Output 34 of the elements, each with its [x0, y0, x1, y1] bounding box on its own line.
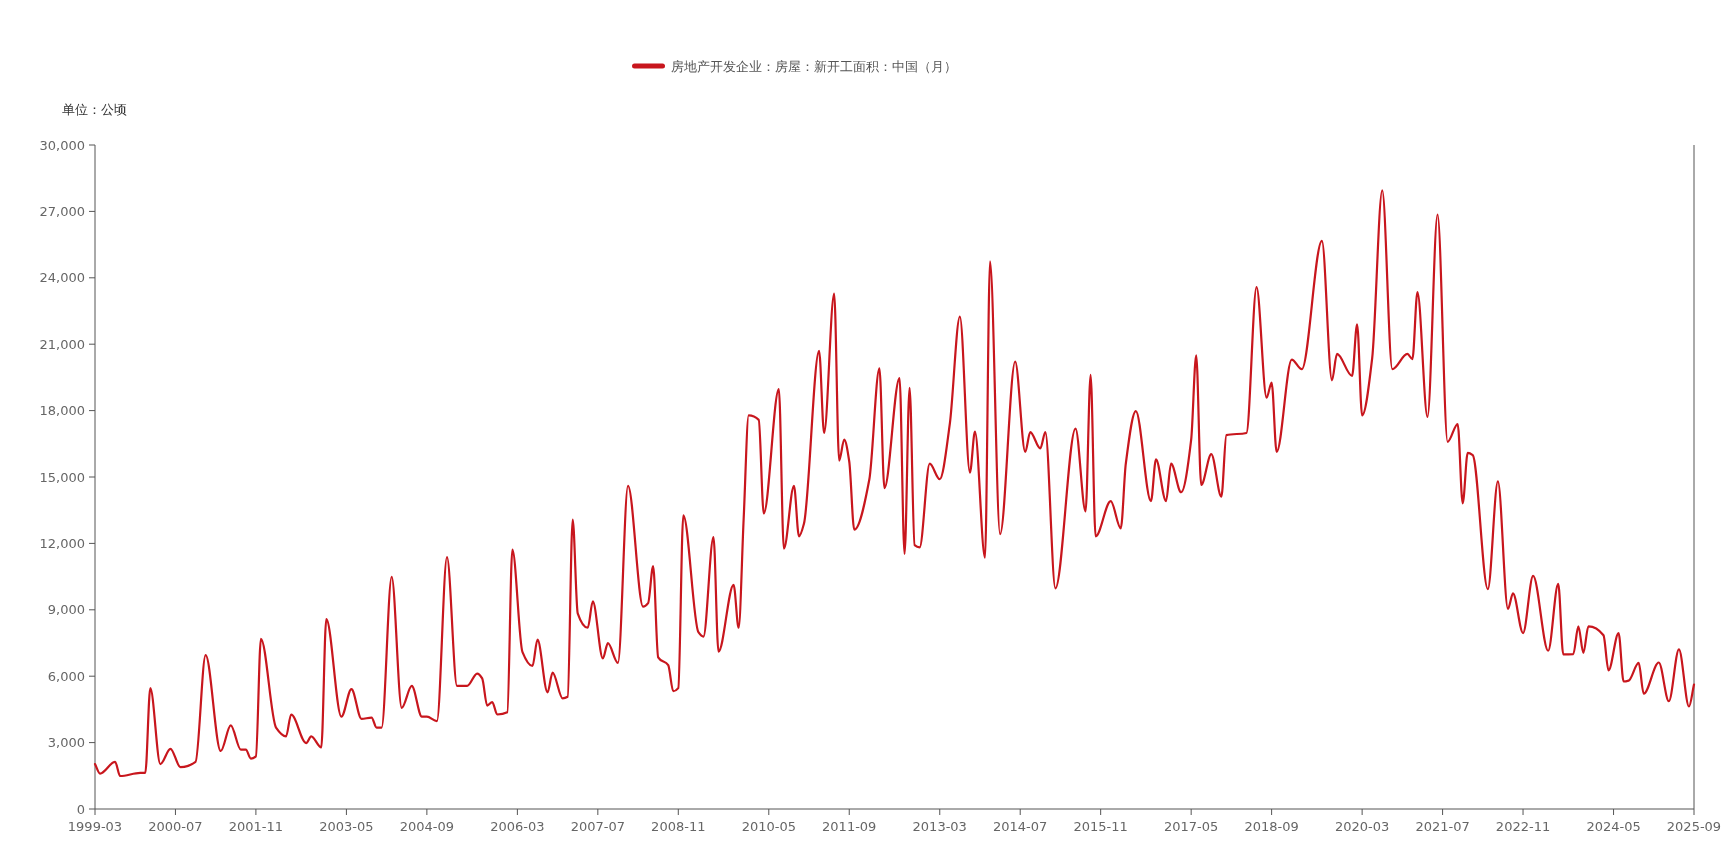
x-tick-label: 2015-11 [1073, 819, 1128, 834]
y-tick-label: 15,000 [39, 469, 85, 485]
y-tick-label: 27,000 [39, 203, 85, 219]
y-tick-label: 0 [76, 801, 85, 817]
line-series [93, 189, 1696, 778]
legend-label: 房地产开发企业：房屋：新开工面积：中国（月） [670, 59, 957, 74]
x-tick-label: 2006-03 [490, 819, 545, 834]
y-tick-label: 3,000 [47, 735, 85, 751]
x-tick-label: 2013-03 [912, 819, 967, 834]
y-axis-title: 单位：公顷 [62, 102, 127, 117]
x-tick-label: 2000-07 [148, 819, 203, 834]
y-tick-label: 9,000 [47, 602, 85, 618]
x-tick-label: 2021-07 [1415, 819, 1470, 834]
x-tick-label: 2010-05 [741, 819, 796, 834]
y-tick-label: 18,000 [39, 403, 85, 419]
x-tick-label: 2003-05 [319, 819, 374, 834]
y-tick-label: 30,000 [39, 137, 85, 153]
x-tick-label: 2025-09 [1666, 819, 1722, 834]
x-tick-label: 2020-03 [1334, 819, 1390, 834]
x-tick-label: 2022-11 [1495, 819, 1551, 834]
x-tick-label: 2004-09 [399, 819, 455, 834]
x-tick-label: 2008-11 [651, 819, 706, 834]
y-tick-label: 12,000 [39, 535, 85, 551]
y-tick-label: 21,000 [39, 336, 85, 352]
x-tick-label: 2007-07 [570, 819, 625, 834]
x-tick-label: 2024-05 [1586, 819, 1641, 834]
y-tick-label: 24,000 [39, 270, 85, 286]
x-tick-label: 2018-09 [1244, 819, 1299, 834]
x-tick-label: 2017-05 [1164, 819, 1219, 834]
x-tick-label: 2001-11 [228, 819, 284, 834]
x-tick-label: 1999-03 [67, 819, 123, 834]
x-tick-label: 2011-09 [822, 819, 877, 834]
x-tick-label: 2014-07 [993, 819, 1048, 834]
y-tick-label: 6,000 [47, 668, 85, 684]
